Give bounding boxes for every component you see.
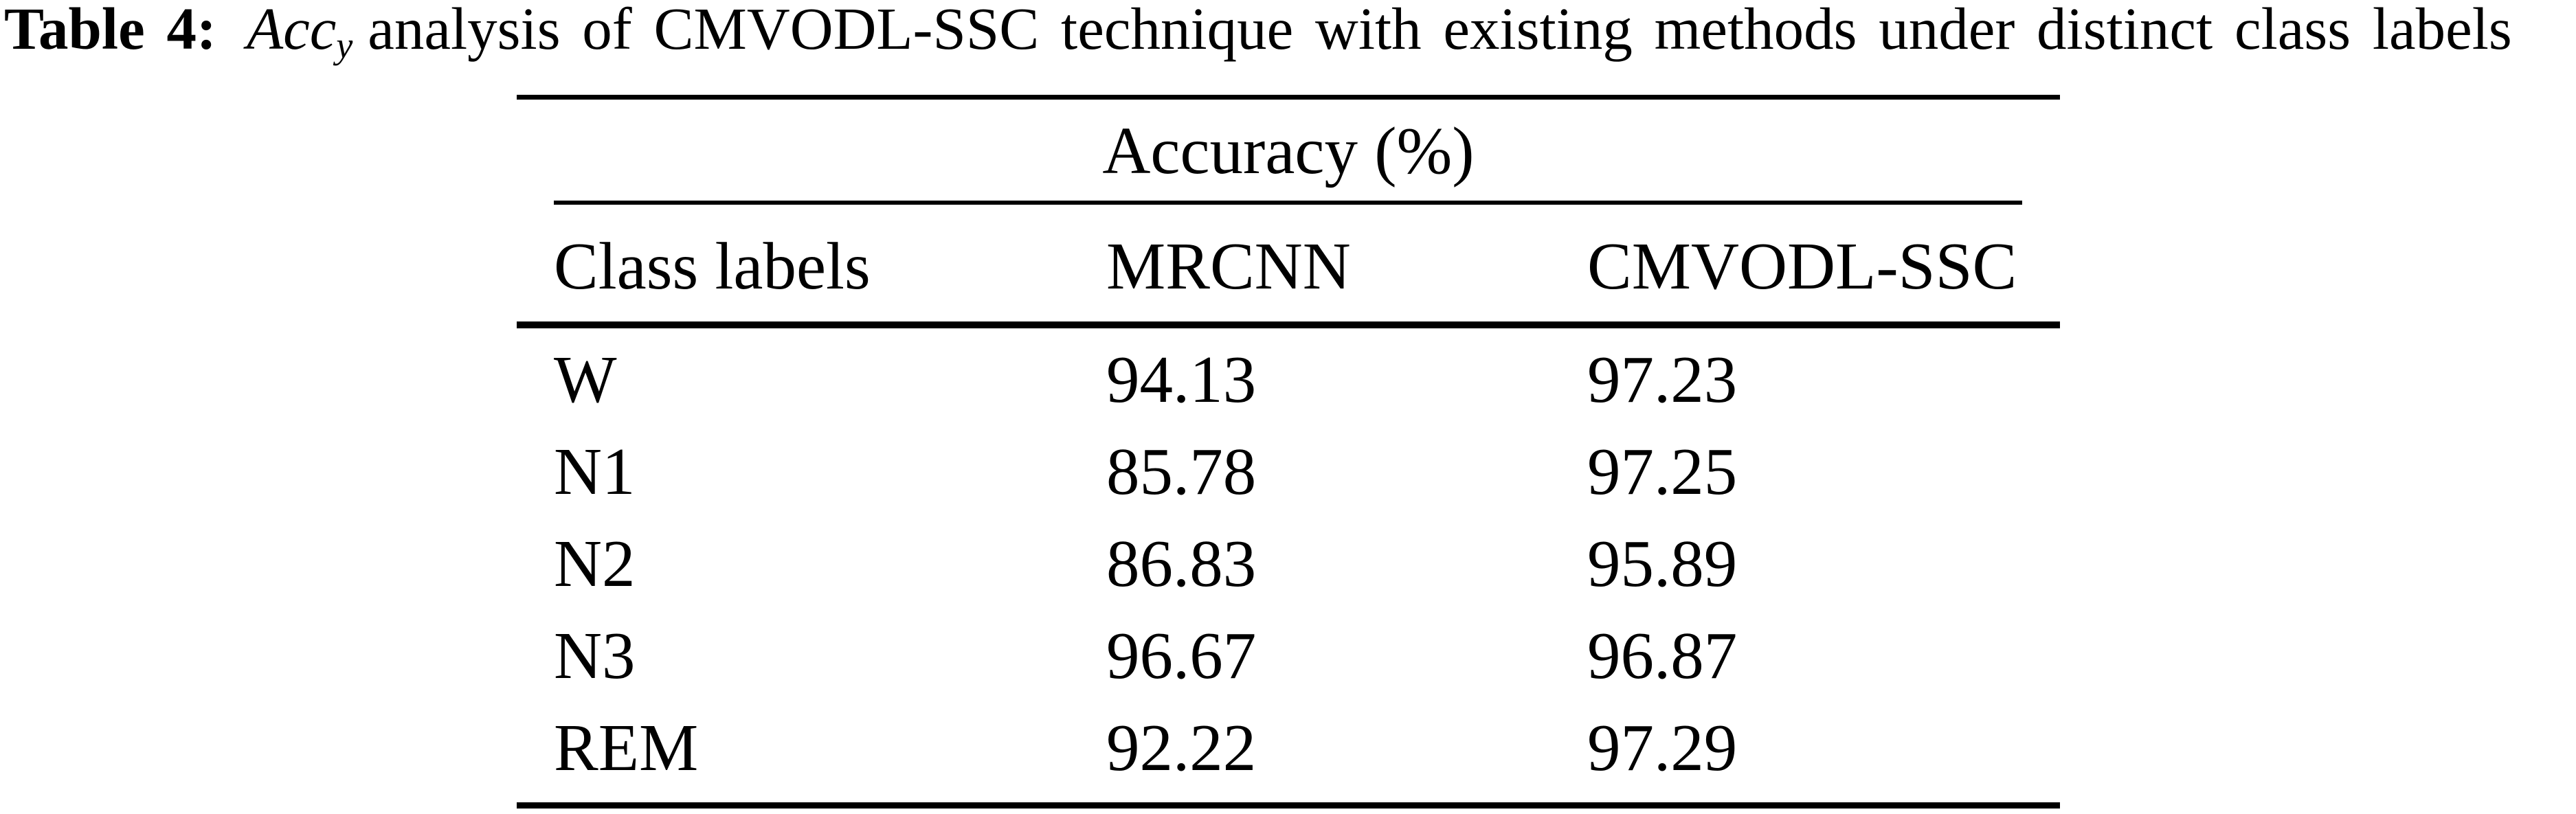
mrcnn-value: 86.83 [1106,527,1257,600]
header-bottom-rule [517,321,2060,328]
caption-metric-subscript: y [336,24,353,66]
cmvodl-ssc-value: 97.25 [1587,435,1738,508]
mrcnn-value: 96.67 [1106,619,1257,692]
mrcnn-value: 92.22 [1106,711,1257,784]
column-header-class-labels: Class labels [554,229,871,303]
accuracy-span-header: Accuracy (%) [1102,114,1475,188]
accuracy-header-rule [554,201,2022,205]
mrcnn-value: 85.78 [1106,435,1257,508]
table-top-rule [517,95,2060,100]
caption-text: analysis of CMVODL-SSC technique with ex… [368,0,2512,62]
table-bottom-rule [517,802,2060,809]
row-label: W [554,343,617,416]
row-label: N1 [554,435,636,508]
cmvodl-ssc-value: 95.89 [1587,527,1738,600]
cmvodl-ssc-value: 96.87 [1587,619,1738,692]
row-label: N3 [554,619,636,692]
row-label: REM [554,711,699,784]
table-caption: Table 4: Accy analysis of CMVODL-SSC techn… [4,0,2512,67]
caption-table-number: Table 4: [4,0,216,62]
cmvodl-ssc-value: 97.29 [1587,711,1738,784]
mrcnn-value: 94.13 [1106,343,1257,416]
caption-metric: Acc [246,0,337,62]
column-header-mrcnn: MRCNN [1106,229,1351,303]
cmvodl-ssc-value: 97.23 [1587,343,1738,416]
column-header-cmvodl-ssc: CMVODL-SSC [1587,229,2017,303]
row-label: N2 [554,527,636,600]
